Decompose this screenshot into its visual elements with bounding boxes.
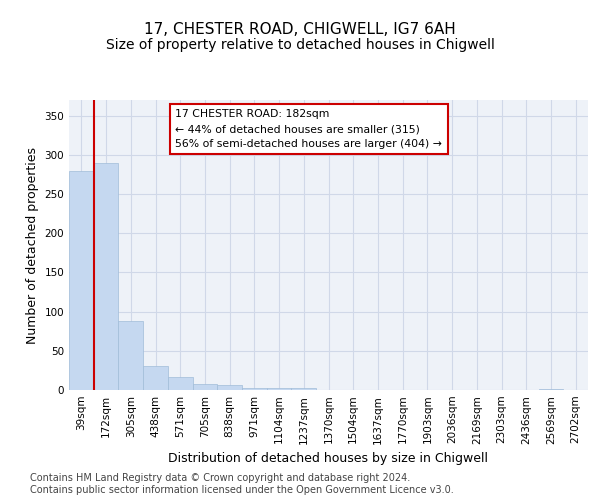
X-axis label: Distribution of detached houses by size in Chigwell: Distribution of detached houses by size …	[169, 452, 488, 465]
Text: 17, CHESTER ROAD, CHIGWELL, IG7 6AH: 17, CHESTER ROAD, CHIGWELL, IG7 6AH	[144, 22, 456, 38]
Text: Contains HM Land Registry data © Crown copyright and database right 2024.
Contai: Contains HM Land Registry data © Crown c…	[30, 474, 454, 495]
Bar	[267, 388, 292, 390]
Bar	[292, 388, 316, 390]
Bar	[242, 388, 267, 390]
Text: 17 CHESTER ROAD: 182sqm
← 44% of detached houses are smaller (315)
56% of semi-d: 17 CHESTER ROAD: 182sqm ← 44% of detache…	[175, 110, 442, 149]
Bar	[94, 162, 118, 390]
Bar	[118, 321, 143, 390]
Text: Size of property relative to detached houses in Chigwell: Size of property relative to detached ho…	[106, 38, 494, 52]
Bar	[539, 389, 563, 390]
Bar	[217, 386, 242, 390]
Bar	[168, 376, 193, 390]
Bar	[143, 366, 168, 390]
Bar	[193, 384, 217, 390]
Y-axis label: Number of detached properties: Number of detached properties	[26, 146, 39, 344]
Bar	[69, 170, 94, 390]
